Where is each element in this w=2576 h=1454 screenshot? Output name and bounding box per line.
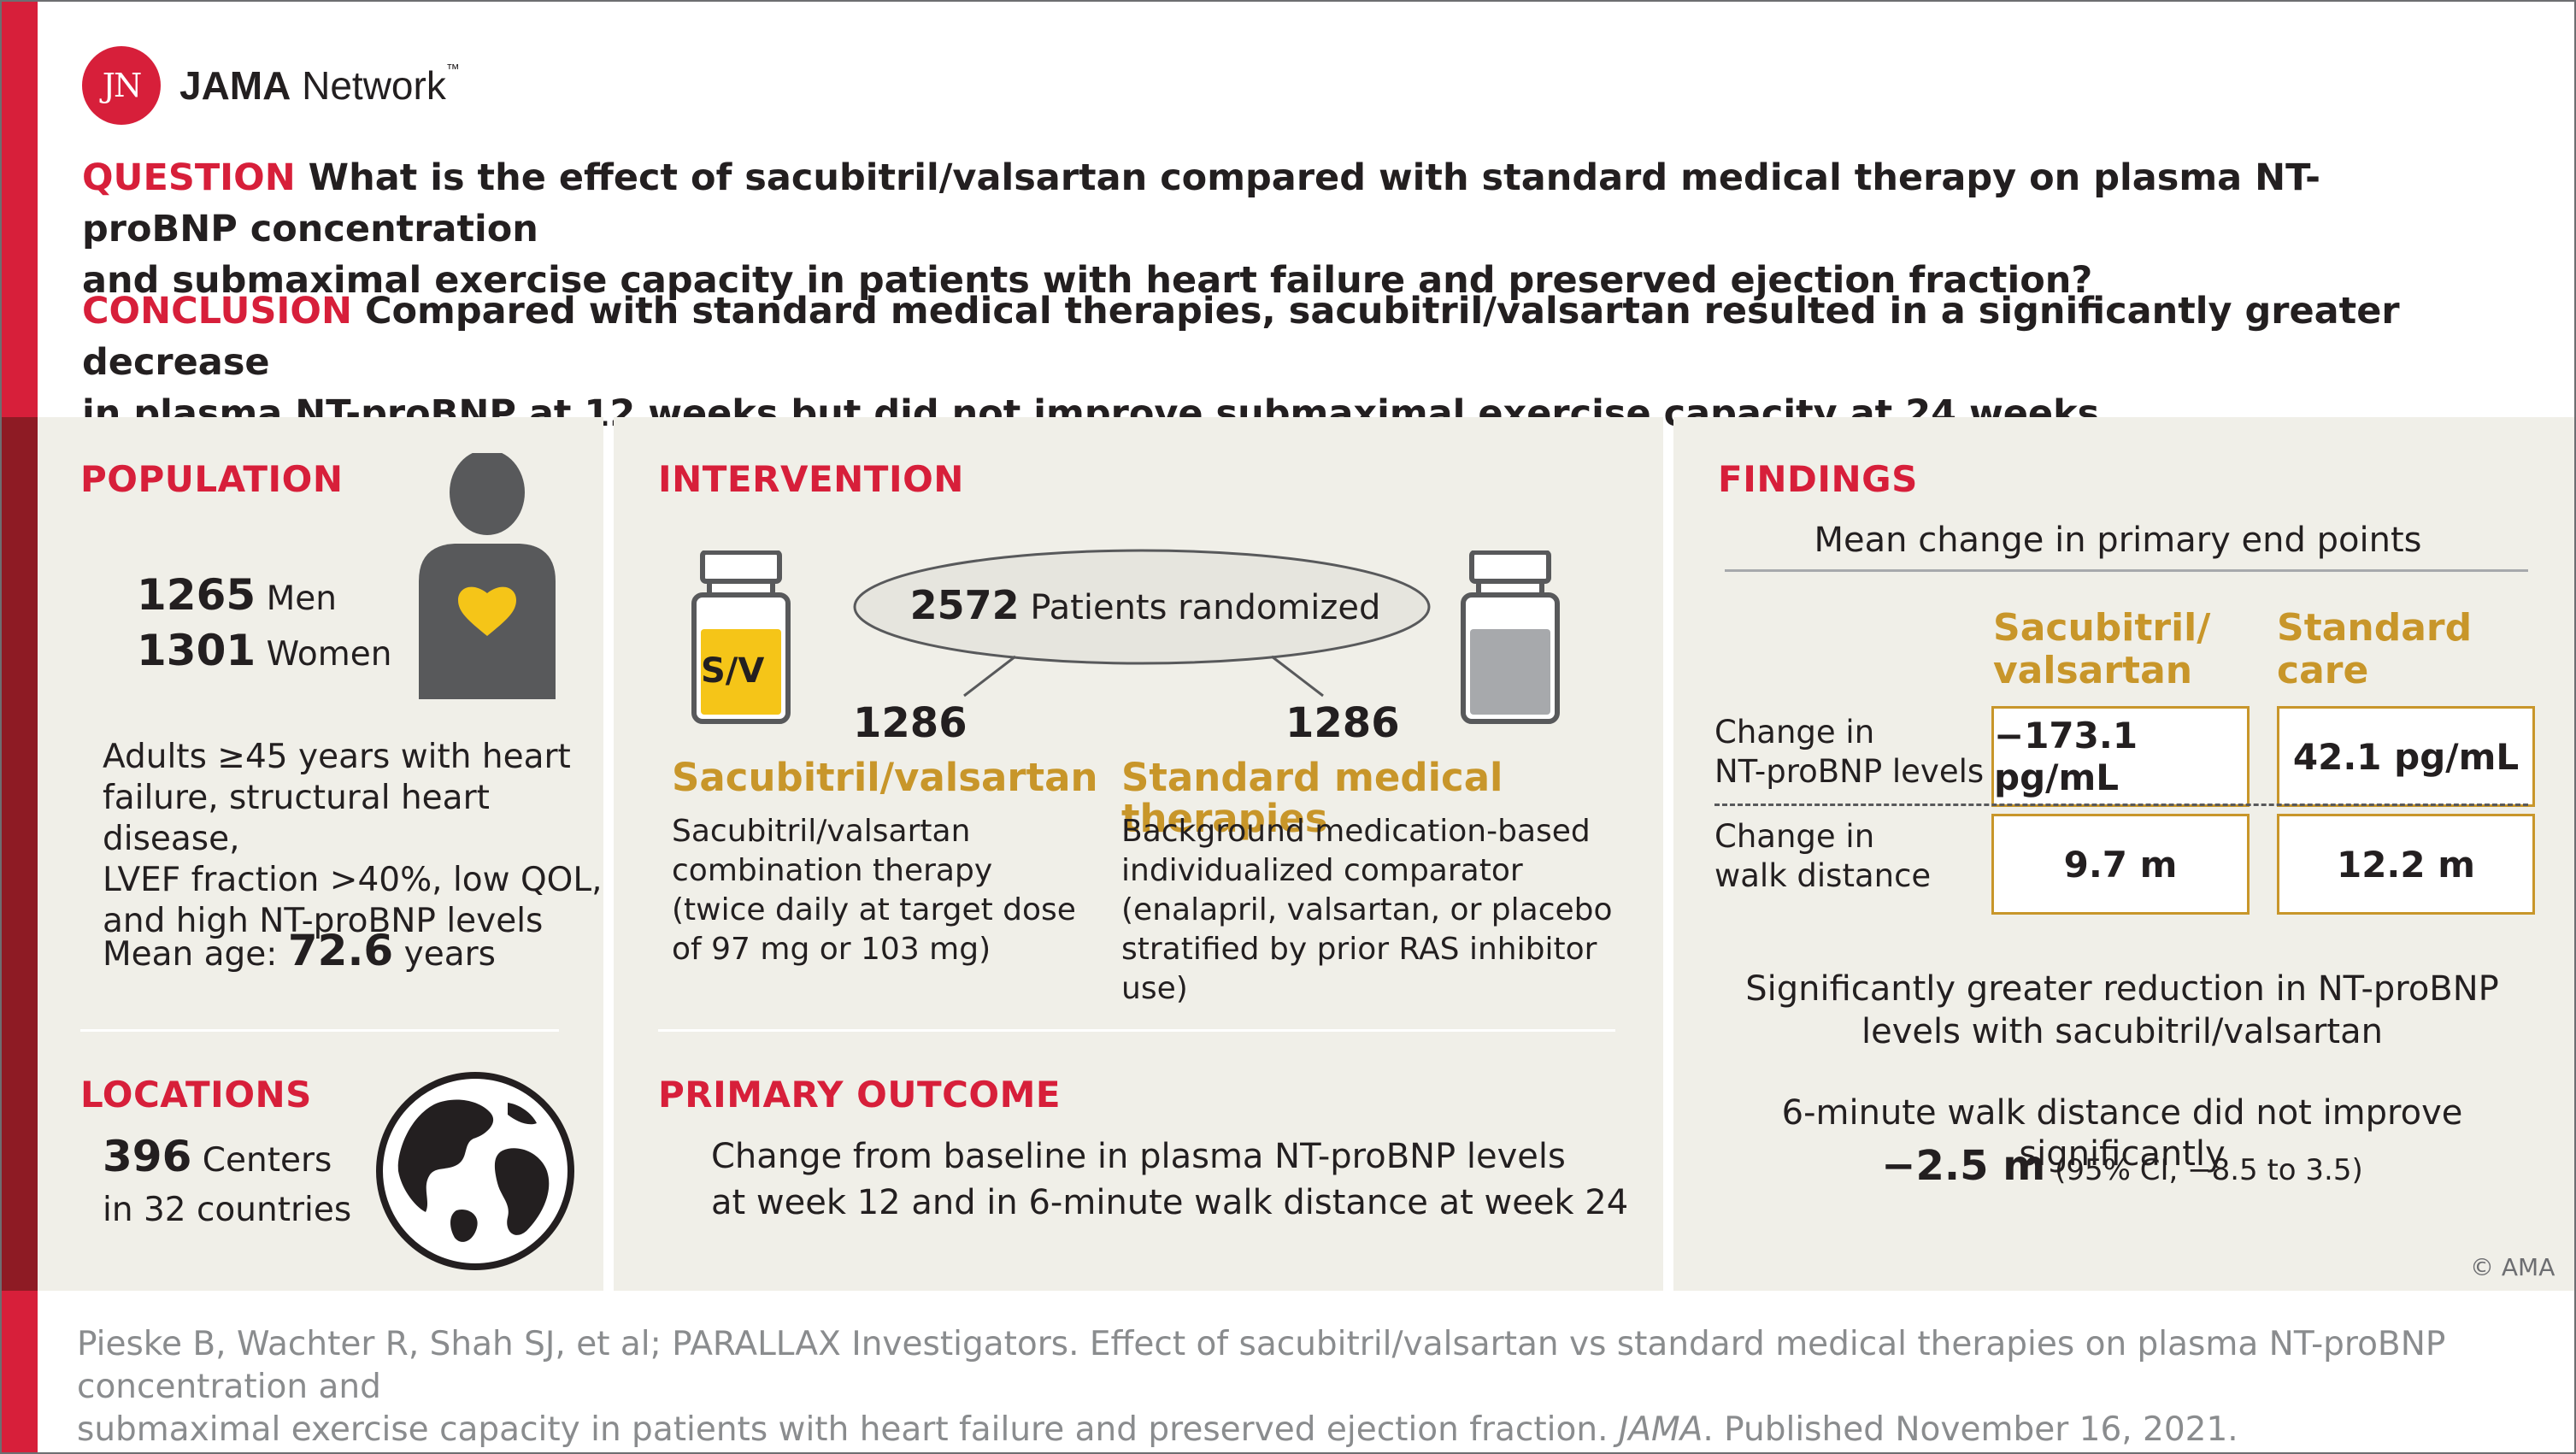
- finding-note-walk: 6-minute walk distance did not improve s…: [1781, 1093, 2463, 1174]
- question-text: What is the effect of sacubitril/valsart…: [82, 156, 2321, 250]
- person-icon: [419, 453, 556, 699]
- question-label: QUESTION: [82, 156, 296, 199]
- men-label: Men: [266, 580, 337, 618]
- accent-bar-middle: [2, 417, 38, 1291]
- question-block: QUESTION What is the effect of sacubitri…: [82, 152, 2475, 306]
- jn-logo-mark: JN: [82, 46, 161, 125]
- walk-sacubitril-value: 9.7 m: [1991, 814, 2250, 915]
- globe-icon: [376, 1072, 574, 1270]
- arm2-name: Standard medical therapies: [1121, 755, 1503, 841]
- divider: [658, 1029, 1615, 1032]
- population-locations-panel: POPULATION 1265 Men 1301 Women Adults ≥4…: [38, 417, 603, 1291]
- column-header-standard-care: Standard care: [2277, 606, 2473, 692]
- intervention-panel: INTERVENTION S/V 2572 Patients randomize…: [614, 417, 1663, 1291]
- sv-vial-label: S/V: [701, 651, 765, 691]
- finding-note-ntprobnp: Significantly greater reduction in NT-pr…: [1745, 969, 2499, 1051]
- walk-difference-value: −2.5 m: [1881, 1142, 2046, 1190]
- accent-bar-top: [2, 2, 38, 417]
- ntprobnp-standard-value: 42.1 pg/mL: [2277, 706, 2535, 807]
- locations-heading: LOCATIONS: [80, 1074, 312, 1116]
- subtitle-rule: [1725, 569, 2528, 572]
- conclusion-text: Compared with standard medical therapies…: [82, 290, 2400, 384]
- arm1-count: 1286: [853, 699, 967, 747]
- men-count: 1265: [137, 570, 256, 620]
- citation: Pieske B, Wachter R, Shah SJ, et al; PAR…: [77, 1325, 2446, 1454]
- conclusion-label: CONCLUSION: [82, 290, 352, 333]
- findings-subtitle: Mean change in primary end points: [1814, 521, 2422, 560]
- arm2-description: Background medication-based individualiz…: [1121, 814, 1613, 1006]
- ntprobnp-sacubitril-value: −173.1 pg/mL: [1991, 706, 2250, 807]
- jama-network-logo[interactable]: JN JAMA Network™: [82, 46, 460, 125]
- mean-age: Mean age: 72.6 years: [103, 926, 496, 975]
- walk-standard-value: 12.2 m: [2277, 814, 2535, 915]
- accent-bar-bottom: [2, 1291, 38, 1452]
- brand-name: JAMA Network™: [179, 62, 460, 108]
- randomized-count: 2572: [909, 582, 1020, 628]
- arm1-description: Sacubitril/valsartan combination therapy…: [672, 814, 1076, 967]
- primary-outcome-heading: PRIMARY OUTCOME: [658, 1074, 1062, 1116]
- walk-difference: −2.5 m (95% CI, −8.5 to 3.5): [1691, 1145, 2554, 1191]
- primary-outcome-text: Change from baseline in plasma NT-proBNP…: [711, 1137, 1629, 1222]
- walk-difference-ci: (95% CI, −8.5 to 3.5): [2055, 1153, 2363, 1187]
- locations-text: 396 Centers in 32 countries: [103, 1132, 352, 1229]
- arm1-name: Sacubitril/valsartan: [672, 755, 1098, 800]
- randomization-connector: [853, 549, 1431, 698]
- population-counts: 1265 Men 1301 Women: [137, 569, 391, 680]
- population-description: Adults ≥45 years with heart failure, str…: [103, 738, 603, 940]
- divider: [80, 1029, 559, 1032]
- intervention-heading: INTERVENTION: [658, 458, 964, 500]
- journal-name: JAMA: [1618, 1410, 1703, 1449]
- findings-panel: FINDINGS Mean change in primary end poin…: [1673, 417, 2574, 1291]
- row-label-ntprobnp: Change in NT-proBNP levels: [1714, 714, 1985, 790]
- sv-vial-icon: [691, 550, 791, 724]
- centers-count: 396: [103, 1132, 192, 1181]
- row-divider: [1714, 804, 2528, 806]
- women-count: 1301: [137, 626, 256, 675]
- randomized-text: 2572 Patients randomized: [909, 582, 1381, 628]
- column-header-sacubitril: Sacubitril/valsartan: [1993, 606, 2211, 692]
- population-heading: POPULATION: [80, 458, 344, 500]
- row-label-walk-distance: Change in walk distance: [1714, 818, 1932, 894]
- standard-therapy-vial-icon: [1461, 550, 1560, 724]
- women-label: Women: [266, 635, 392, 674]
- findings-heading: FINDINGS: [1718, 458, 1918, 500]
- arm2-count: 1286: [1285, 699, 1400, 747]
- mean-age-value: 72.6: [287, 926, 394, 975]
- copyright: © AMA: [2470, 1253, 2555, 1281]
- question-text-2: and submaximal exercise capacity in pati…: [82, 259, 2093, 302]
- conclusion-block: CONCLUSION Compared with standard medica…: [82, 286, 2475, 439]
